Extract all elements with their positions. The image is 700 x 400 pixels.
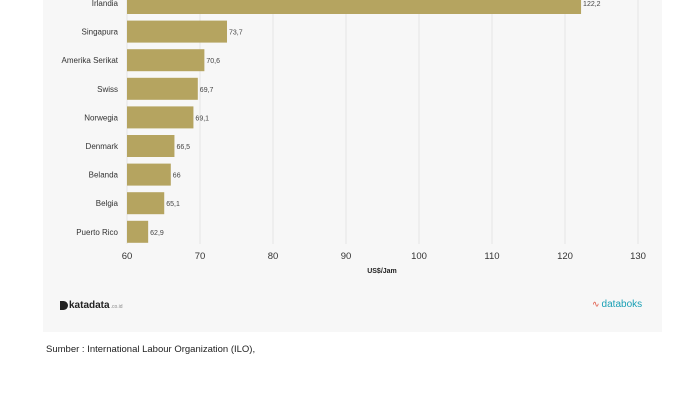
category-label: Norwegia xyxy=(84,113,118,122)
source-note: Sumber : International Labour Organizati… xyxy=(46,344,256,355)
x-tick-label: 70 xyxy=(195,251,206,262)
bar xyxy=(127,0,582,14)
bar-chart: 60 70 80 90 100 110 120 130 Irlandia 122,2 Singapu… xyxy=(62,0,646,275)
databoks-mark-icon: ∿ xyxy=(592,299,600,309)
bar xyxy=(127,135,175,157)
category-label: Belgia xyxy=(96,199,119,208)
katadata-logo-text: katadata xyxy=(69,300,110,311)
bar xyxy=(127,163,171,186)
category-label: Puerto Rico xyxy=(76,228,118,237)
databoks-logo-text: databoks xyxy=(601,299,643,310)
category-label: Amerika Serikat xyxy=(62,56,119,65)
category-label: Irlandia xyxy=(92,0,119,8)
data-label: 66 xyxy=(173,173,181,180)
x-tick-label: 110 xyxy=(484,251,499,262)
bar xyxy=(127,192,165,215)
katadata-mark-icon xyxy=(60,301,68,310)
x-tick-label: 130 xyxy=(630,251,646,262)
category-label: Denmark xyxy=(86,142,119,151)
data-label: 65,1 xyxy=(166,201,180,208)
data-label: 66,5 xyxy=(176,144,190,151)
x-tick-label: 80 xyxy=(268,251,279,262)
bar xyxy=(127,77,198,100)
x-axis-title: US$/Jam xyxy=(367,268,397,275)
data-label: 62,9 xyxy=(150,230,164,237)
category-label: Belanda xyxy=(89,171,119,180)
x-tick-label: 120 xyxy=(557,251,573,262)
katadata-logo: katadata .co.id xyxy=(60,300,123,311)
bar xyxy=(127,106,194,129)
data-label: 73,7 xyxy=(229,30,243,37)
data-label: 70,6 xyxy=(206,58,220,65)
bar xyxy=(127,20,228,43)
x-tick-label: 60 xyxy=(122,251,133,262)
bar xyxy=(127,220,149,243)
katadata-logo-domain: .co.id xyxy=(110,304,123,310)
bar xyxy=(127,49,205,72)
x-tick-label: 100 xyxy=(411,251,427,262)
data-label: 122,2 xyxy=(583,1,601,8)
databoks-logo: ∿ databoks xyxy=(592,299,642,310)
category-label: Swiss xyxy=(97,85,118,94)
x-tick-label: 90 xyxy=(341,251,352,262)
data-label: 69,1 xyxy=(195,115,209,122)
data-label: 69,7 xyxy=(200,87,214,94)
category-label: Singapura xyxy=(82,28,119,37)
